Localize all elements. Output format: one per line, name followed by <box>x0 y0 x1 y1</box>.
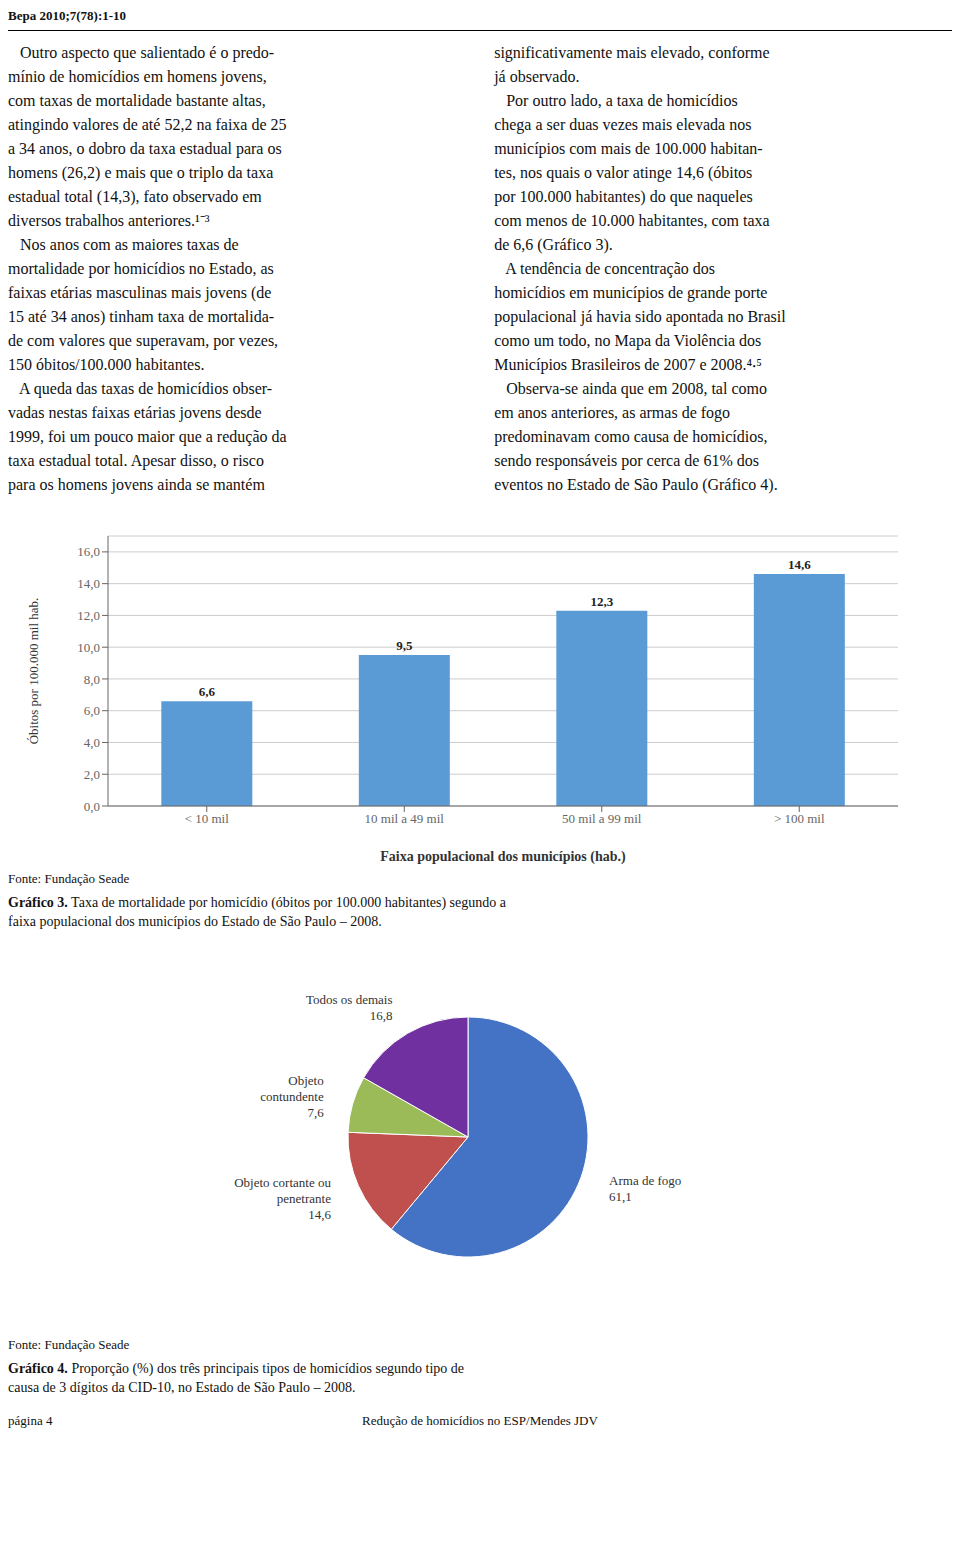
html-text:1999, foi um pouco maior que a: 1999, foi um pouco maior que a redução d… <box>8 428 287 445</box>
html-text:mínio de homicídios em homens: mínio de homicídios em homens jovens, <box>8 68 267 85</box>
html-text:Fonte: Fundação Seade: Fonte: Fundação Seade <box>8 871 130 886</box>
html-text:homens (26,2) e mais que o tri: homens (26,2) e mais que o triplo da tax… <box>8 164 274 181</box>
html-text:significativamente mais elevad: significativamente mais elevado, conform… <box>494 44 770 61</box>
svg-text:12,3: 12,3 <box>590 594 613 609</box>
svg-text:14,6: 14,6 <box>788 557 811 572</box>
html-text:de 6,6 (Gráfico 3).: de 6,6 (Gráfico 3). <box>494 236 613 253</box>
svg-text:10 mil a 49 mil: 10 mil a 49 mil <box>365 811 445 826</box>
html-text:por 100.000 habitantes) do que: por 100.000 habitantes) do que naqueles <box>494 188 753 205</box>
html-text:A queda das taxas de homicídio: A queda das taxas de homicídios obser- <box>8 380 273 397</box>
svg-text:12,0: 12,0 <box>77 608 100 623</box>
html-text:com taxas de mortalidade basta: com taxas de mortalidade bastante altas, <box>8 92 266 109</box>
html-text:populacional já havia sido apo: populacional já havia sido apontada no B… <box>494 308 786 325</box>
html-text:a 34 anos, o dobro da taxa est: a 34 anos, o dobro da taxa estadual para… <box>8 140 282 157</box>
html-text:tes, nos quais o valor atinge: tes, nos quais o valor atinge 14,6 (óbit… <box>494 164 753 181</box>
html-text:predominavam como causa de hom: predominavam como causa de homicídios, <box>494 428 768 445</box>
svg-text:Óbitos por 100.000 mil hab.: Óbitos por 100.000 mil hab. <box>26 598 41 745</box>
svg-text:16,0: 16,0 <box>77 544 100 559</box>
html-text:para os homens jovens ainda se: para os homens jovens ainda se mantém <box>8 476 265 493</box>
html-text:taxa estadual total. Apesar di: taxa estadual total. Apesar disso, o ris… <box>8 452 264 469</box>
html-text:eventos no Estado de São Paulo: eventos no Estado de São Paulo (Gráfico … <box>494 476 778 493</box>
html-text:150 óbitos/100.000 habitantes.: 150 óbitos/100.000 habitantes. <box>8 356 205 373</box>
svg-text:> 100 mil: > 100 mil <box>774 811 825 826</box>
html-text:Bepa 2010;7(78):1-10: Bepa 2010;7(78):1-10 <box>8 8 127 23</box>
html-text:em anos anteriores, as armas d: em anos anteriores, as armas de fogo <box>494 404 731 421</box>
svg-text:6,0: 6,0 <box>84 703 100 718</box>
html-text:15 até 34 anos) tinham taxa de: 15 até 34 anos) tinham taxa de mortalida… <box>8 308 275 325</box>
html-text:Redução de homicídios no ESP/M: Redução de homicídios no ESP/Mendes JDV <box>362 1413 598 1428</box>
html-text:Observa-se ainda que em 2008,: Observa-se ainda que em 2008, tal como <box>494 380 767 397</box>
html-text:Nos anos com as maiores taxas: Nos anos com as maiores taxas de <box>8 236 239 253</box>
svg-text:50 mil a 99 mil: 50 mil a 99 mil <box>562 811 642 826</box>
html-text:homicídios em municípios de gr: homicídios em municípios de grande porte <box>494 284 768 301</box>
html-text:Gráfico 4. Proporção (%) dos t: Gráfico 4. Proporção (%) dos três princi… <box>8 1361 465 1395</box>
svg-text:0,0: 0,0 <box>84 799 100 814</box>
html-text:sendo responsáveis por cerca d: sendo responsáveis por cerca de 61% dos <box>494 452 759 469</box>
svg-text:14,0: 14,0 <box>77 576 100 591</box>
svg-text:10,0: 10,0 <box>77 640 100 655</box>
svg-text:Faixa populacional dos municíp: Faixa populacional dos municípios (hab.) <box>380 849 626 865</box>
html-text:Gráfico 3. Taxa de mortalidade: Gráfico 3. Taxa de mortalidade por homic… <box>8 895 506 929</box>
svg-text:2,0: 2,0 <box>84 767 100 782</box>
html-text:diversos trabalhos anteriores.: diversos trabalhos anteriores.¹⁻³ <box>8 212 210 229</box>
svg-text:Objeto cortante oupenetrante14: Objeto cortante oupenetrante14,6 <box>234 1175 331 1222</box>
html-text:mortalidade por homicídios no: mortalidade por homicídios no Estado, as <box>8 260 274 277</box>
svg-text:4,0: 4,0 <box>84 735 100 750</box>
svg-text:Arma de fogo61,1: Arma de fogo61,1 <box>609 1172 681 1203</box>
svg-text:9,5: 9,5 <box>396 638 413 653</box>
html-text:já observado.: já observado. <box>494 68 580 85</box>
html-text:Municípios Brasileiros de 2007: Municípios Brasileiros de 2007 e 2008.⁴‧… <box>494 356 762 373</box>
html-text:municípios com mais de 100.000: municípios com mais de 100.000 habitan- <box>494 140 763 157</box>
svg-text:6,6: 6,6 <box>199 684 216 699</box>
html-text:como um todo, no Mapa da Violê: como um todo, no Mapa da Violência dos <box>494 332 762 349</box>
html-text:Fonte: Fundação Seade: Fonte: Fundação Seade <box>8 1337 130 1352</box>
html-text:A tendência de concentração do: A tendência de concentração dos <box>494 260 715 277</box>
html-text:estadual total (14,3), fato ob: estadual total (14,3), fato observado em <box>8 188 262 205</box>
html-text:vadas nestas faixas etárias jo: vadas nestas faixas etárias jovens desde <box>8 404 262 421</box>
html-text:de com valores que superavam,: de com valores que superavam, por vezes, <box>8 332 279 349</box>
html-text:atingindo valores de até 52,2: atingindo valores de até 52,2 na faixa d… <box>8 116 287 133</box>
html-text:chega a ser duas vezes mais el: chega a ser duas vezes mais elevada nos <box>494 116 752 133</box>
svg-text:Todos os demais16,8: Todos os demais16,8 <box>306 992 392 1023</box>
html-text:Por outro lado, a taxa de homi: Por outro lado, a taxa de homicídios <box>494 92 738 109</box>
html-text:página 4: página 4 <box>8 1413 53 1428</box>
svg-text:Objetocontundente7,6: Objetocontundente7,6 <box>260 1072 324 1119</box>
html-text:faixas etárias masculinas mais: faixas etárias masculinas mais jovens (d… <box>8 284 272 301</box>
svg-text:< 10 mil: < 10 mil <box>185 811 230 826</box>
html-text:Outro aspecto que salientado é: Outro aspecto que salientado é o predo- <box>8 44 275 61</box>
svg-text:8,0: 8,0 <box>84 672 100 687</box>
html-text:com menos de 10.000 habitantes: com menos de 10.000 habitantes, com taxa <box>494 212 770 229</box>
